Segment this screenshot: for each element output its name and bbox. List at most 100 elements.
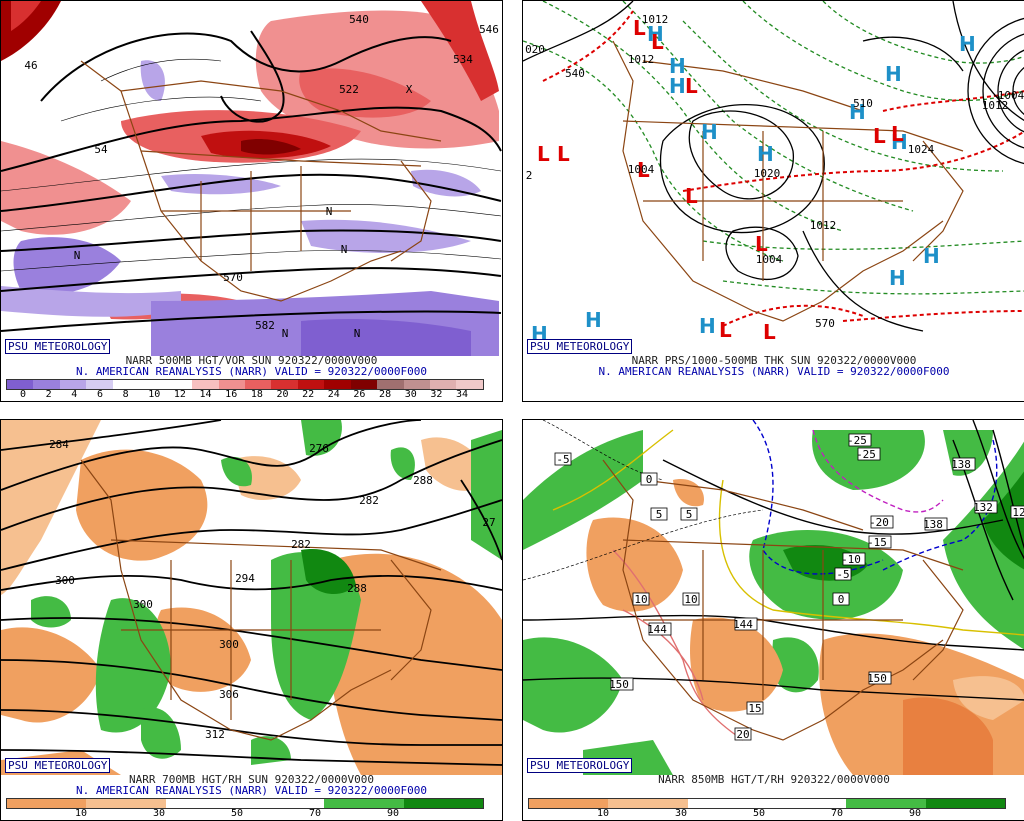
contour-label: 150 [867, 672, 887, 685]
contour-label-box [648, 622, 672, 636]
contour-label: N [341, 243, 348, 256]
isobar-label: 510 [853, 97, 873, 110]
contour-label: -10 [841, 553, 861, 566]
colorbar-tick-label: 70 [831, 808, 844, 819]
contour-label-box [924, 517, 948, 531]
contour-label: -20 [869, 516, 889, 529]
contour-label: 0 [838, 593, 845, 606]
contour-label: 132 [973, 501, 993, 514]
contour-label-box [680, 507, 698, 521]
colorbar-swatch [766, 799, 847, 808]
contour-label-box [868, 671, 892, 685]
colorbar-tick-label: 14 [199, 389, 212, 400]
colorbar-swatch [846, 799, 926, 808]
contour-label: 282 [359, 494, 379, 507]
colorbar-tick-label: 30 [675, 808, 688, 819]
colorbar-tick-label: 18 [250, 389, 263, 400]
low-pressure-marker: L [755, 232, 768, 256]
contour-label-box [870, 515, 894, 529]
colorbar-swatch [324, 799, 404, 808]
contour-label: 10 [684, 593, 697, 606]
contour-label: 582 [255, 319, 275, 332]
low-pressure-marker: L [557, 142, 570, 166]
high-pressure-marker: H [849, 100, 866, 124]
colorbar-tick-label: 30 [153, 808, 166, 819]
colorbar-swatch [608, 799, 688, 808]
isobar-label: 1012 [982, 99, 1009, 112]
psu-badge: PSU METEOROLOGY [527, 758, 633, 773]
contour-label: 288 [347, 582, 367, 595]
colorbar-tick-label: 16 [225, 389, 238, 400]
caption-line2: N. AMERICAN REANALYSIS (NARR) VALID = 92… [76, 365, 427, 378]
colorbar-swatch [7, 380, 34, 389]
high-pressure-marker: H [889, 266, 906, 290]
contour-label-box [868, 535, 892, 549]
colorbar-vorticity [6, 379, 484, 390]
contour-label: 306 [219, 688, 239, 701]
low-pressure-marker: L [763, 320, 776, 344]
panel-500mb-vorticity: 540 546 534 522 46 54 570 582 N N N N N X PSU METEORO… [0, 0, 503, 402]
map-850mb: -5 0 5 5 -25-25 -20 -15 -10 -5 0 10 10 15 20 144 144 150… [523, 420, 1024, 775]
colorbar-swatch [687, 799, 767, 808]
contour-label: 300 [219, 638, 239, 651]
contour-label-box [682, 592, 700, 606]
contour-label-box [734, 727, 752, 741]
low-pressure-marker: L [685, 184, 698, 208]
colorbar-swatch [218, 380, 245, 389]
contour-label: 294 [235, 572, 255, 585]
contour-label: 570 [223, 271, 243, 284]
colorbar-swatch [324, 380, 351, 389]
caption-line1: NARR 500MB HGT/VOR SUN 920322/0000V000 [125, 354, 378, 367]
high-pressure-marker: H [701, 120, 718, 144]
high-pressure-marker: H [923, 244, 940, 268]
high-pressure-marker: H [959, 32, 976, 56]
isobar-label: 540 [565, 67, 585, 80]
high-pressure-marker: H [669, 74, 686, 98]
colorbar-tick-label: 28 [379, 389, 392, 400]
high-pressure-marker: H [647, 22, 664, 46]
isobar-label: 1012 [642, 13, 669, 26]
isobar-label: 1012 [628, 53, 655, 66]
contour-label-box [848, 433, 872, 447]
psu-badge: PSU METEOROLOGY [5, 339, 111, 354]
contour-label-box [632, 592, 650, 606]
colorbar-tick-label: 20 [276, 389, 289, 400]
colorbar-tick-label: 6 [96, 389, 103, 400]
contour-label: N [354, 327, 361, 340]
contour-label-box [1010, 505, 1024, 519]
colorbar-swatch [925, 799, 1005, 808]
colorbar-tick-label: 2 [45, 389, 52, 400]
colorbar-tick-label: 4 [71, 389, 78, 400]
colorbar-swatch [86, 380, 113, 389]
contour-label: 300 [55, 574, 75, 587]
colorbar-swatch [297, 380, 325, 389]
colorbar-tick-label: 24 [327, 389, 340, 400]
psu-badge: PSU METEOROLOGY [527, 339, 633, 354]
contour-label: 284 [49, 438, 69, 451]
contour-label: 27 [482, 516, 495, 529]
contour-label: 546 [479, 23, 499, 36]
colorbar-swatch [112, 380, 140, 389]
panel-700mb-rh: 284 276 282 288 282 288 300 300 294 300 306 312 27 P… [0, 419, 503, 821]
panel-850mb-temp-rh: -5 0 5 5 -25 -25 -20 -15 -10 -5 0 10 10 15 20 144 144 150… [522, 419, 1024, 821]
contour-label-box [746, 701, 764, 715]
contour-label: 150 [609, 678, 629, 691]
low-pressure-marker: L [873, 124, 886, 148]
caption-line1: NARR PRS/1000-500MB THK SUN 920322/0000V… [631, 354, 917, 367]
low-pressure-marker: L [637, 158, 650, 182]
psu-badge: PSU METEOROLOGY [5, 758, 111, 773]
contour-label: 312 [205, 728, 225, 741]
contour-label-box [842, 552, 866, 566]
contour-label: 534 [453, 53, 473, 66]
isobar-label: 1012 [810, 219, 837, 232]
contour-label: 138 [923, 518, 943, 531]
isobar-label: 1004 [628, 163, 655, 176]
contour-label: N [326, 205, 333, 218]
contour-label: N [74, 249, 81, 262]
contour-label: -25 [856, 448, 876, 461]
high-pressure-marker: H [699, 314, 716, 338]
colorbar-tick-label: 90 [909, 808, 922, 819]
contour-label-box [974, 500, 998, 514]
isobar-label: 2 [526, 169, 533, 182]
